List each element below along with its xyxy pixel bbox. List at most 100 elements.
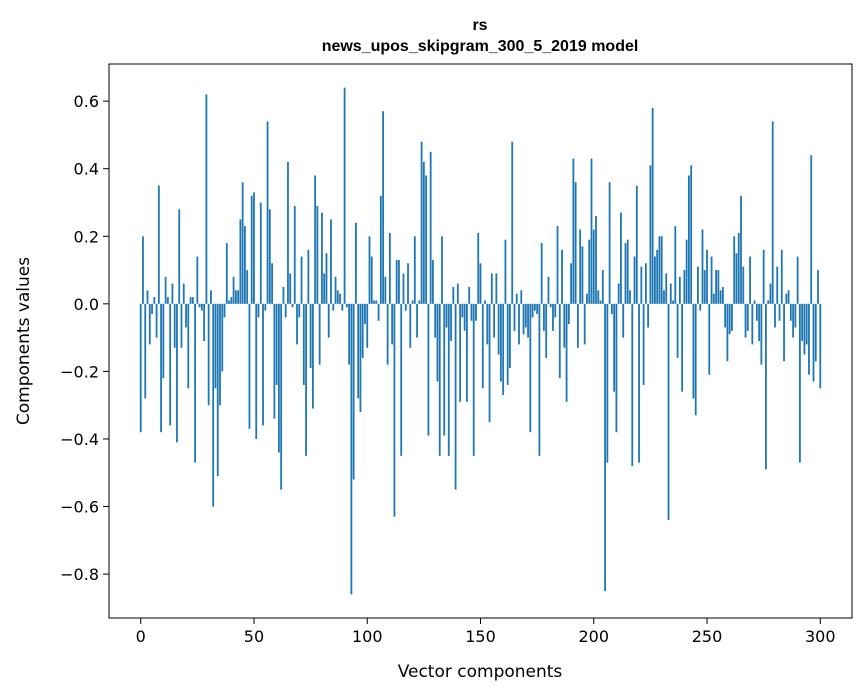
bar <box>339 293 341 304</box>
bar <box>223 303 226 318</box>
bar <box>570 263 573 304</box>
bar <box>239 219 242 304</box>
bar <box>293 205 296 304</box>
bar <box>148 303 151 345</box>
bar <box>450 303 452 341</box>
bar <box>357 303 360 399</box>
bar <box>701 229 704 304</box>
bar <box>556 226 559 304</box>
bar <box>563 303 566 348</box>
x-tick-label: 50 <box>244 627 264 646</box>
bar <box>404 303 407 311</box>
bar <box>375 300 378 304</box>
bar <box>633 256 636 304</box>
bar <box>586 293 588 304</box>
bar <box>518 303 520 345</box>
bar <box>343 87 346 304</box>
bar <box>191 297 194 304</box>
bar <box>436 303 439 382</box>
bar <box>536 303 539 314</box>
bar <box>731 303 733 331</box>
bar <box>407 263 409 304</box>
bar <box>275 303 278 385</box>
bar <box>366 303 369 348</box>
bar <box>524 303 527 328</box>
bar <box>377 303 380 321</box>
bar <box>796 256 799 304</box>
y-axis-ticks: −0.8 −0.6 −0.4 −0.2 0.0 0.2 0.4 0.6 <box>60 92 109 584</box>
bar <box>468 286 471 304</box>
bar <box>144 303 147 399</box>
bar <box>690 165 693 304</box>
bar <box>760 303 763 365</box>
bar <box>355 222 357 304</box>
bar <box>561 249 563 304</box>
bar <box>255 303 258 439</box>
bar <box>456 283 459 304</box>
bar <box>674 226 677 304</box>
bar <box>264 303 267 311</box>
bar <box>531 303 534 318</box>
bar <box>733 236 736 304</box>
bar <box>151 303 153 314</box>
bar <box>608 182 611 304</box>
bar <box>395 259 398 304</box>
bar <box>298 303 301 318</box>
bar <box>289 273 292 304</box>
bar <box>595 216 597 304</box>
bar <box>309 303 312 369</box>
bar <box>257 303 260 318</box>
bar <box>626 239 629 304</box>
bar <box>549 303 552 308</box>
bar <box>185 303 187 328</box>
bar <box>649 165 652 304</box>
bar <box>287 161 289 304</box>
bar <box>552 303 554 331</box>
bar <box>488 303 491 423</box>
bar <box>481 303 484 389</box>
bar <box>610 303 613 314</box>
bar <box>597 290 600 304</box>
bar <box>246 270 249 304</box>
bar <box>574 182 577 304</box>
bar <box>311 303 314 409</box>
bar <box>601 270 604 304</box>
y-tick-label: −0.8 <box>60 565 99 584</box>
bar <box>660 236 663 304</box>
y-axis-label: Components values <box>14 257 34 425</box>
bar <box>529 303 532 433</box>
bar <box>520 290 523 304</box>
chart-title: rs <box>472 17 487 34</box>
bar <box>774 303 776 328</box>
bar <box>740 195 742 304</box>
bar <box>665 273 668 304</box>
bar <box>699 303 702 311</box>
bar <box>751 303 754 345</box>
bar <box>373 300 375 304</box>
x-axis-label: Vector components <box>398 662 563 682</box>
bar <box>230 297 233 304</box>
bar <box>495 273 498 304</box>
bar <box>388 232 391 304</box>
bar <box>182 283 185 304</box>
bar <box>234 290 237 304</box>
bar <box>583 303 586 345</box>
bar <box>515 293 518 304</box>
bar <box>162 303 165 379</box>
bar <box>635 185 638 304</box>
bar <box>780 249 783 304</box>
bar <box>171 283 174 304</box>
bar <box>443 303 446 436</box>
bar <box>767 300 770 304</box>
bar <box>470 303 473 321</box>
bar <box>724 303 727 328</box>
bar <box>429 151 432 304</box>
bar <box>400 303 403 456</box>
bar <box>706 249 708 304</box>
bar <box>540 243 543 304</box>
bar <box>359 303 362 412</box>
bar <box>370 256 373 304</box>
bar <box>776 266 779 304</box>
bar <box>685 239 688 304</box>
